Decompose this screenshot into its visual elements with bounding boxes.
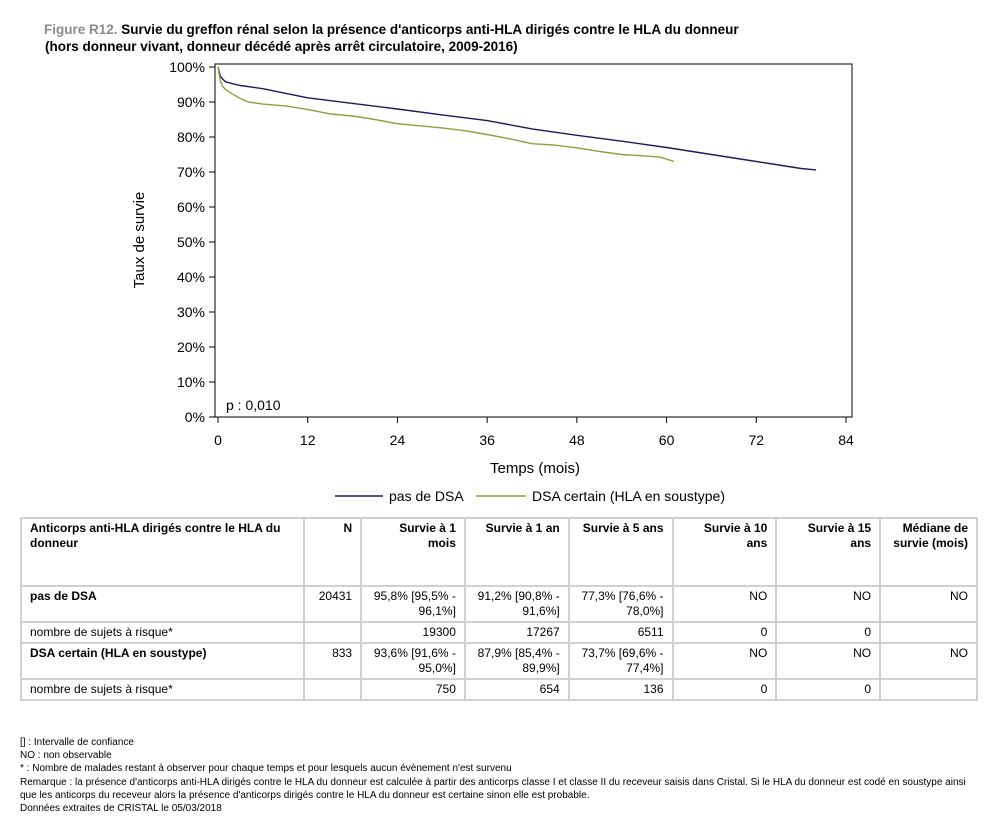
y-axis: 0% 10% 20% 30% 40% 50% 60% 70% 80% 90% 100% bbox=[169, 59, 215, 425]
cell-1-year: 87,9% [85,4% - 89,9%] bbox=[463, 642, 570, 680]
header-survival-1-year: Survie à 1 an bbox=[463, 517, 570, 587]
title-line2: (hors donneur vivant, donneur décédé apr… bbox=[45, 39, 518, 54]
header-survival-10-years: Survie à 10 ans bbox=[671, 517, 778, 587]
cell-5-years: 77,3% [76,6% - 78,0%] bbox=[567, 585, 674, 623]
cell-1-year: 654 bbox=[463, 678, 570, 701]
row-label: pas de DSA bbox=[19, 585, 306, 623]
cell-10-years: 0 bbox=[671, 621, 778, 644]
header-survival-1-month: Survie à 1 mois bbox=[360, 517, 466, 587]
survival-chart: 0% 10% 20% 30% 40% 50% 60% 70% 80% 90% 100% 0 12 24 3… bbox=[131, 59, 854, 504]
y-tick-label: 40% bbox=[177, 269, 205, 285]
cell-1-month: 93,6% [91,6% - 95,0%] bbox=[360, 642, 466, 680]
header-antibody: Anticorps anti-HLA dirigés contre le HLA… bbox=[19, 517, 306, 587]
cell-5-years: 136 bbox=[567, 678, 674, 701]
y-tick-label: 30% bbox=[177, 304, 205, 320]
row-label: nombre de sujets à risque* bbox=[19, 678, 306, 701]
y-tick-label: 70% bbox=[177, 164, 205, 180]
legend: pas de DSA DSA certain (HLA en soustype) bbox=[335, 488, 725, 504]
y-tick-label: 80% bbox=[177, 129, 205, 145]
title-line1: Survie du greffon rénal selon la présenc… bbox=[121, 22, 739, 37]
cell-median bbox=[879, 678, 978, 701]
y-tick-label: 10% bbox=[177, 374, 205, 390]
table-header-row: Anticorps anti-HLA dirigés contre le HLA… bbox=[19, 517, 978, 587]
cell-median bbox=[879, 621, 978, 644]
survival-table: Anticorps anti-HLA dirigés contre le HLA… bbox=[19, 517, 978, 701]
cell-n: 833 bbox=[303, 642, 363, 680]
figure-label: Figure R12. bbox=[44, 22, 118, 37]
cell-1-year: 17267 bbox=[463, 621, 570, 644]
cell-10-years: NO bbox=[671, 642, 778, 680]
cell-n bbox=[303, 621, 363, 644]
row-label: DSA certain (HLA en soustype) bbox=[19, 642, 306, 680]
x-tick-label: 24 bbox=[390, 432, 406, 448]
series-line-pas-de-dsa bbox=[217, 66, 817, 171]
cell-1-month: 19300 bbox=[360, 621, 466, 644]
cell-1-month: 750 bbox=[360, 678, 466, 701]
series-lines bbox=[217, 66, 817, 171]
y-axis-label: Taux de survie bbox=[131, 192, 148, 289]
x-axis: 0 12 24 36 48 60 72 84 bbox=[214, 417, 854, 448]
legend-label-pas-de-dsa: pas de DSA bbox=[389, 488, 464, 504]
y-tick-label: 50% bbox=[177, 234, 205, 250]
cell-15-years: 0 bbox=[775, 621, 882, 644]
plot-frame bbox=[214, 63, 853, 418]
footnote: * : Nombre de malades restant à observer… bbox=[20, 763, 512, 775]
cell-median: NO bbox=[879, 642, 978, 680]
x-tick-label: 72 bbox=[748, 432, 764, 448]
cell-15-years: 0 bbox=[775, 678, 882, 701]
y-tick-label: 60% bbox=[177, 199, 205, 215]
cell-1-year: 91,2% [90,8% - 91,6%] bbox=[463, 585, 570, 623]
cell-5-years: 6511 bbox=[567, 621, 674, 644]
header-survival-15-years: Survie à 15 ans bbox=[775, 517, 882, 587]
x-tick-label: 0 bbox=[214, 432, 222, 448]
x-tick-label: 36 bbox=[479, 432, 495, 448]
x-tick-label: 60 bbox=[659, 432, 675, 448]
series-line-dsa-certain bbox=[217, 66, 675, 163]
footnotes: [] : Intervalle de confiance NO : non ob… bbox=[20, 736, 980, 815]
cell-5-years: 73,7% [69,6% - 77,4%] bbox=[567, 642, 674, 680]
y-tick-label: 20% bbox=[177, 339, 205, 355]
figure-title: Figure R12. Survie du greffon rénal selo… bbox=[44, 21, 739, 55]
header-n: N bbox=[303, 517, 363, 587]
cell-10-years: NO bbox=[671, 585, 778, 623]
x-tick-label: 48 bbox=[569, 432, 585, 448]
table-row: DSA certain (HLA en soustype) 833 93,6% … bbox=[19, 642, 978, 680]
cell-median: NO bbox=[879, 585, 978, 623]
footnote: Remarque : la présence d'anticorps anti-… bbox=[20, 776, 966, 801]
x-tick-label: 12 bbox=[300, 432, 316, 448]
x-tick-label: 84 bbox=[838, 432, 854, 448]
footnote: Données extraites de CRISTAL le 05/03/20… bbox=[20, 803, 222, 815]
table-row: nombre de sujets à risque* 19300 17267 6… bbox=[19, 621, 978, 644]
row-label: nombre de sujets à risque* bbox=[19, 621, 306, 644]
footnote: NO : non observable bbox=[20, 750, 112, 762]
table-row: nombre de sujets à risque* 750 654 136 0… bbox=[19, 678, 978, 701]
cell-15-years: NO bbox=[775, 642, 882, 680]
y-tick-label: 0% bbox=[185, 409, 205, 425]
header-median-survival: Médiane de survie (mois) bbox=[879, 517, 978, 587]
legend-label-dsa-certain: DSA certain (HLA en soustype) bbox=[532, 488, 725, 504]
table-row: pas de DSA 20431 95,8% [95,5% - 96,1%] 9… bbox=[19, 585, 978, 623]
x-axis-label: Temps (mois) bbox=[490, 460, 580, 477]
cell-1-month: 95,8% [95,5% - 96,1%] bbox=[360, 585, 466, 623]
cell-15-years: NO bbox=[775, 585, 882, 623]
footnote: [] : Intervalle de confiance bbox=[20, 737, 134, 748]
cell-n bbox=[303, 678, 363, 701]
cell-n: 20431 bbox=[303, 585, 363, 623]
header-survival-5-years: Survie à 5 ans bbox=[567, 517, 674, 587]
p-value-annotation: p : 0,010 bbox=[226, 397, 281, 413]
y-tick-label: 90% bbox=[177, 94, 205, 110]
y-tick-label: 100% bbox=[169, 59, 205, 75]
cell-10-years: 0 bbox=[671, 678, 778, 701]
